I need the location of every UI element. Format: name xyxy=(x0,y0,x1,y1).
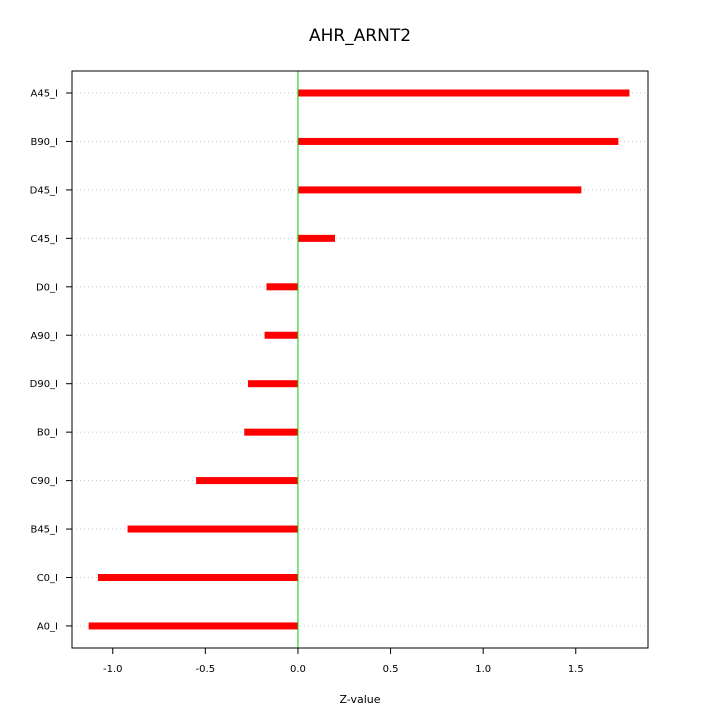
bar xyxy=(297,137,619,145)
x-tick-label: 0.5 xyxy=(383,664,399,675)
bar xyxy=(297,186,582,194)
chart-title: AHR_ARNT2 xyxy=(309,26,411,46)
x-axis-label: Z-value xyxy=(339,693,380,706)
bar xyxy=(88,622,298,630)
y-tick-label: D90_I xyxy=(30,379,58,390)
y-tick-label: A90_I xyxy=(30,331,58,342)
y-axis: A45_I B90_I D45_I C45_I D0_I A90_I D90_I B0_I C9… xyxy=(30,89,72,632)
x-tick-label: 0.0 xyxy=(290,664,306,675)
y-tick-label: A0_I xyxy=(37,621,58,632)
plot-frame xyxy=(71,70,649,649)
bars xyxy=(88,89,630,630)
y-tick-label: B45_I xyxy=(30,525,58,536)
bar xyxy=(297,234,335,242)
x-tick-label: 1.5 xyxy=(568,664,584,675)
x-tick-label: 1.0 xyxy=(475,664,491,675)
bar xyxy=(266,283,298,291)
bar xyxy=(264,331,298,339)
y-tick-label: C0_I xyxy=(37,573,58,584)
grid-lines xyxy=(72,92,648,627)
bar xyxy=(244,428,298,436)
y-tick-label: C45_I xyxy=(30,234,58,245)
bar xyxy=(127,525,298,533)
x-tick-label: -0.5 xyxy=(196,664,216,675)
x-axis: -1.0 -0.5 0.0 0.5 1.0 1.5 xyxy=(103,648,584,675)
bar xyxy=(247,380,298,388)
y-tick-label: D0_I xyxy=(36,282,58,293)
y-tick-label: B0_I xyxy=(37,428,58,439)
y-tick-label: A45_I xyxy=(30,89,58,100)
y-tick-label: B90_I xyxy=(30,137,58,148)
y-tick-label: C90_I xyxy=(30,476,58,487)
bar xyxy=(97,574,298,581)
bar xyxy=(196,477,298,485)
x-tick-label: -1.0 xyxy=(103,664,123,675)
bar xyxy=(297,89,630,97)
y-tick-label: D45_I xyxy=(30,185,58,196)
